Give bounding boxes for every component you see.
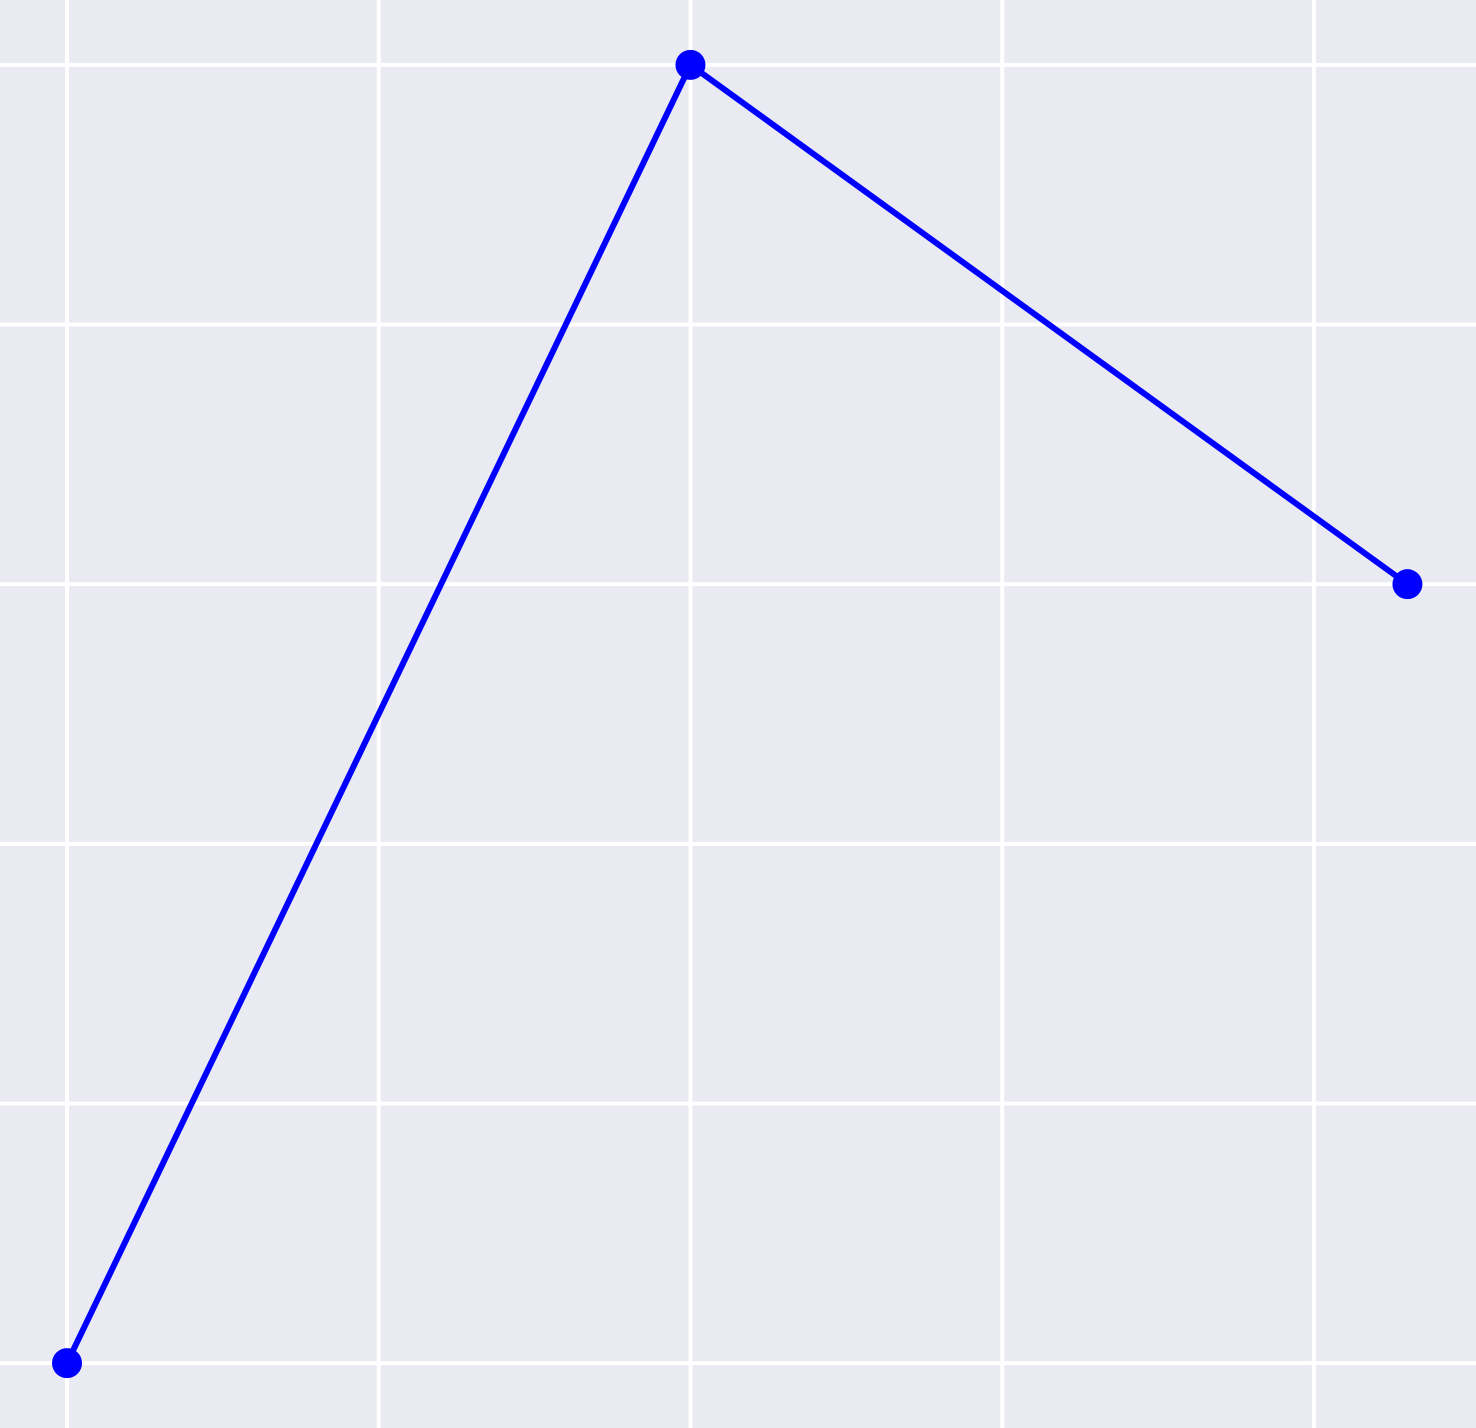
data-point [1392, 569, 1423, 600]
data-point [52, 1348, 83, 1379]
data-point [675, 49, 706, 80]
series-layer [52, 49, 1423, 1379]
